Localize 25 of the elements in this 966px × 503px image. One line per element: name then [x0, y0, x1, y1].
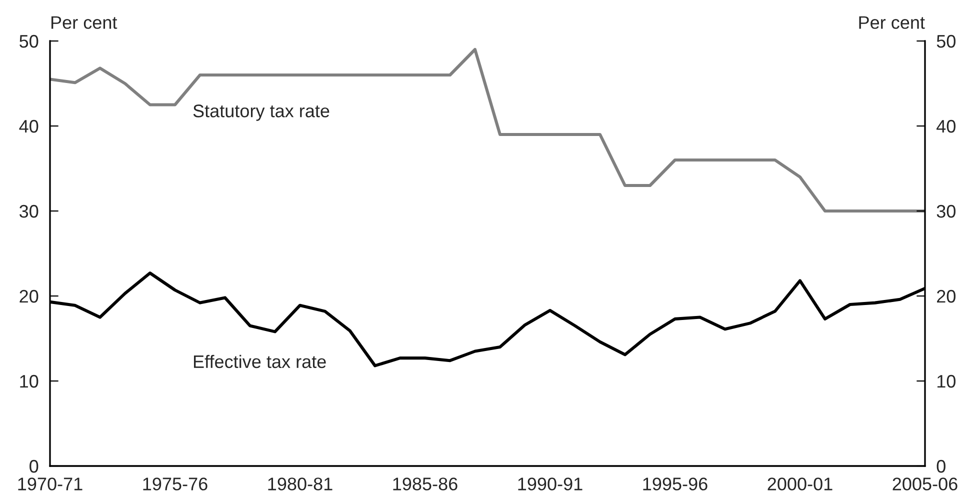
series-label: Effective tax rate [194, 354, 326, 368]
y-tick-label: 50 [20, 34, 38, 48]
y2-tick-label: 10 [937, 374, 956, 388]
y2-tick-label: 40 [936, 120, 956, 133]
x-tick-label: 1980-81 [268, 478, 332, 490]
x-tick-label: 1970-71 [18, 478, 82, 490]
x-tick-label: 1995-96 [643, 478, 708, 490]
y-tick-label: 10 [20, 374, 38, 388]
y2-tick-label: 30 [936, 204, 956, 218]
y2-tick-label: 50 [936, 34, 956, 48]
y-axis-title: Per cent [51, 16, 118, 29]
line-series [50, 48, 925, 213]
y-tick-label: 0 [30, 460, 38, 473]
y-tick-label: 40 [19, 120, 38, 133]
x-tick-label: 2000-01 [768, 478, 832, 490]
x-tick-label: 1975-76 [143, 478, 208, 490]
x-tick-label: 1985-86 [393, 478, 458, 490]
y2-axis-title: Per cent [859, 16, 925, 29]
y2-tick-label: 0 [936, 460, 946, 473]
y2-tick-label: 20 [937, 290, 956, 303]
x-tick-label: 2005-06 [892, 478, 958, 490]
y-tick-label: 20 [20, 290, 38, 303]
y-tick-label: 30 [19, 204, 38, 218]
x-tick-label: 1990-91 [518, 478, 582, 490]
series-label: Statutory tax rate [193, 104, 330, 121]
